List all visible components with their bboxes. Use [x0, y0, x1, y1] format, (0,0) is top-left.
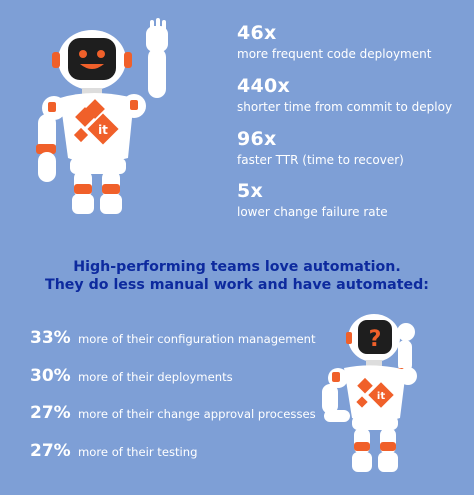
automation-label: more of their configuration management: [78, 332, 316, 346]
automation-percent: 33%: [30, 328, 71, 348]
automation-row: 30% more of their deployments: [30, 366, 233, 386]
svg-text:?: ?: [369, 327, 382, 352]
robot-thinking-icon: ? it: [322, 314, 417, 472]
automation-row: 27% more of their change approval proces…: [30, 403, 316, 423]
stat-value: 46x: [237, 22, 277, 44]
automation-label: more of their testing: [78, 445, 198, 459]
stat-value: 96x: [237, 128, 277, 150]
stat-item: 5x lower change failure rate: [237, 180, 388, 220]
stat-item: 440x shorter time from commit to deploy: [237, 75, 452, 115]
stat-item: 96x faster TTR (time to recover): [237, 128, 404, 168]
headline-line-2: They do less manual work and have automa…: [45, 277, 429, 293]
automation-label: more of their deployments: [78, 370, 233, 384]
stat-description: shorter time from commit to deploy: [237, 100, 453, 114]
headline: High-performing teams love automation. T…: [0, 258, 474, 294]
stat-description: faster TTR (time to recover): [237, 153, 404, 167]
stat-description: lower change failure rate: [237, 205, 388, 219]
automation-percent: 27%: [30, 441, 71, 461]
stat-description: more frequent code deployment: [237, 47, 432, 61]
stat-value: 5x: [237, 180, 264, 202]
stat-item: 46x more frequent code deployment: [237, 22, 431, 62]
svg-text:it: it: [98, 123, 108, 137]
automation-label: more of their change approval processes: [78, 407, 316, 421]
automation-percent: 27%: [30, 403, 71, 423]
headline-line-1: High-performing teams love automation.: [73, 259, 401, 275]
automation-percent: 30%: [30, 366, 71, 386]
stat-value: 440x: [237, 75, 291, 97]
automation-row: 27% more of their testing: [30, 441, 197, 461]
robot-waving-icon: it: [36, 18, 168, 214]
svg-text:it: it: [377, 391, 385, 402]
automation-row: 33% more of their configuration manageme…: [30, 328, 316, 348]
